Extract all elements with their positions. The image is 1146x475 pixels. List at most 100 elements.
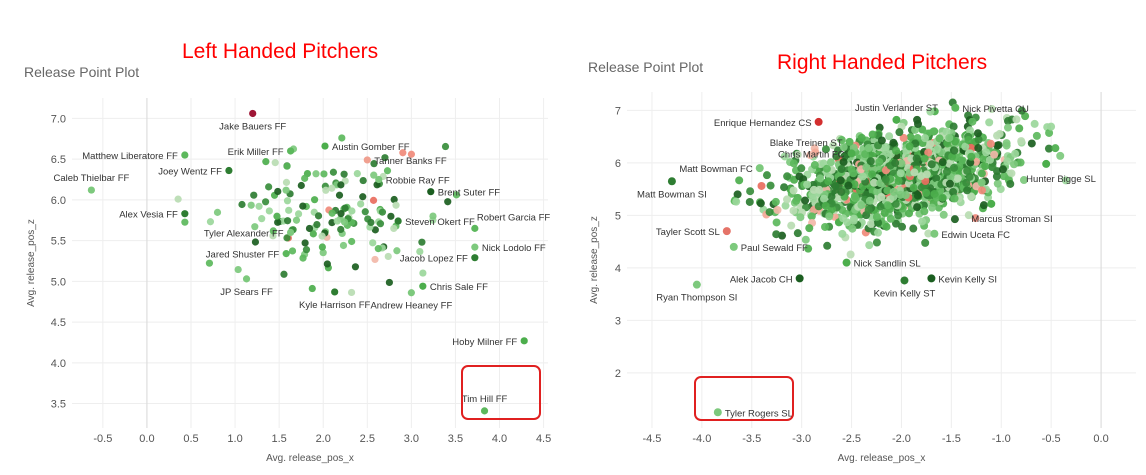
data-point[interactable] (335, 191, 344, 199)
labeled-data-point[interactable] (407, 289, 415, 297)
data-point[interactable] (885, 132, 894, 141)
data-point[interactable] (807, 212, 816, 221)
data-point[interactable] (974, 135, 983, 144)
data-point[interactable] (1007, 169, 1016, 178)
labeled-data-point[interactable] (692, 280, 701, 289)
data-point[interactable] (849, 169, 858, 178)
data-point[interactable] (889, 138, 898, 147)
data-point[interactable] (1044, 144, 1053, 153)
data-point[interactable] (971, 214, 980, 223)
data-point[interactable] (787, 221, 796, 230)
data-point[interactable] (299, 254, 307, 262)
data-point[interactable] (292, 216, 301, 224)
data-point[interactable] (1016, 158, 1025, 167)
data-point[interactable] (1061, 176, 1070, 185)
data-point[interactable] (901, 191, 910, 200)
data-point[interactable] (370, 160, 378, 168)
data-point[interactable] (793, 229, 802, 238)
data-point[interactable] (832, 152, 841, 161)
data-point[interactable] (381, 154, 389, 162)
data-point[interactable] (1003, 157, 1012, 166)
data-point[interactable] (844, 181, 853, 190)
data-point[interactable] (238, 200, 246, 209)
data-point[interactable] (992, 172, 1001, 181)
data-point[interactable] (390, 195, 398, 204)
data-point[interactable] (773, 205, 782, 214)
data-point[interactable] (837, 187, 846, 196)
data-point[interactable] (328, 209, 336, 217)
data-point[interactable] (780, 183, 789, 192)
labeled-data-point[interactable] (363, 156, 371, 164)
data-point[interactable] (762, 171, 771, 180)
data-point[interactable] (789, 159, 798, 168)
data-point[interactable] (269, 227, 277, 235)
data-point[interactable] (283, 162, 291, 170)
data-point[interactable] (891, 219, 900, 228)
data-point[interactable] (310, 196, 319, 204)
data-point[interactable] (348, 237, 356, 246)
data-point[interactable] (895, 128, 904, 137)
data-point[interactable] (297, 181, 305, 190)
data-point[interactable] (283, 234, 291, 242)
data-point[interactable] (735, 176, 744, 185)
data-point[interactable] (837, 164, 846, 173)
data-point[interactable] (384, 252, 392, 261)
data-point[interactable] (826, 158, 835, 167)
data-point[interactable] (337, 225, 345, 234)
data-point[interactable] (452, 191, 461, 199)
data-point[interactable] (985, 118, 994, 127)
data-point[interactable] (810, 161, 819, 170)
data-point[interactable] (876, 202, 885, 211)
data-point[interactable] (965, 126, 974, 135)
labeled-data-point[interactable] (287, 147, 295, 155)
labeled-data-point[interactable] (321, 142, 329, 150)
data-point[interactable] (950, 146, 959, 155)
data-point[interactable] (772, 230, 781, 239)
data-point[interactable] (765, 208, 774, 217)
data-point[interactable] (1045, 128, 1054, 137)
data-point[interactable] (351, 263, 360, 271)
data-point[interactable] (821, 201, 830, 210)
data-point[interactable] (930, 189, 939, 198)
data-point[interactable] (407, 150, 416, 158)
data-point[interactable] (988, 163, 997, 172)
data-point[interactable] (816, 174, 825, 183)
data-point[interactable] (977, 178, 986, 187)
data-point[interactable] (801, 196, 810, 205)
data-point[interactable] (745, 197, 754, 206)
labeled-data-point[interactable] (249, 109, 257, 118)
labeled-data-point[interactable] (331, 288, 339, 296)
data-point[interactable] (1027, 139, 1036, 148)
data-point[interactable] (822, 164, 831, 173)
data-point[interactable] (866, 157, 875, 166)
data-point[interactable] (994, 141, 1003, 150)
data-point[interactable] (950, 163, 959, 172)
data-point[interactable] (838, 229, 847, 238)
labeled-data-point[interactable] (181, 210, 189, 218)
data-point[interactable] (274, 187, 282, 196)
data-point[interactable] (392, 201, 400, 209)
data-point[interactable] (911, 125, 920, 134)
data-point[interactable] (806, 151, 815, 160)
data-point[interactable] (809, 185, 818, 194)
data-point[interactable] (968, 117, 977, 126)
data-point[interactable] (251, 238, 260, 246)
data-point[interactable] (858, 172, 867, 181)
data-point[interactable] (851, 194, 860, 203)
data-point[interactable] (174, 195, 182, 203)
labeled-data-point[interactable] (242, 275, 251, 283)
data-point[interactable] (341, 204, 349, 212)
labeled-data-point[interactable] (225, 166, 233, 175)
data-point[interactable] (821, 222, 830, 231)
data-point[interactable] (872, 238, 881, 247)
data-point[interactable] (827, 199, 836, 208)
data-point[interactable] (924, 148, 933, 157)
data-point[interactable] (883, 201, 892, 210)
data-point[interactable] (772, 218, 781, 227)
data-point[interactable] (872, 212, 881, 221)
data-point[interactable] (308, 284, 316, 293)
data-point[interactable] (964, 136, 973, 145)
labeled-data-point[interactable] (729, 242, 738, 251)
data-point[interactable] (829, 141, 838, 150)
labeled-data-point[interactable] (845, 137, 854, 146)
